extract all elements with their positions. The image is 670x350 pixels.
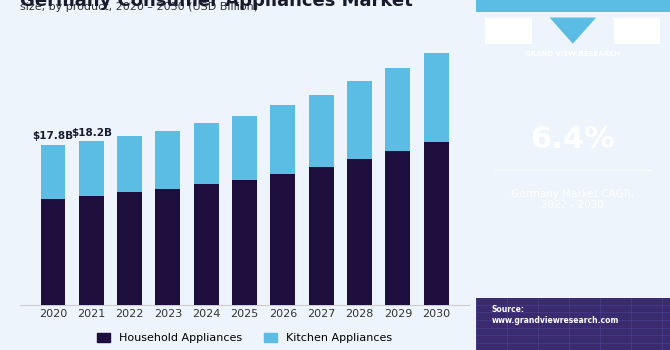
Bar (194, 123, 218, 184)
Bar (117, 136, 142, 193)
Bar (271, 174, 295, 304)
Bar (385, 68, 410, 151)
Text: $18.2B: $18.2B (71, 128, 112, 138)
Bar (271, 105, 295, 174)
FancyBboxPatch shape (614, 18, 660, 44)
Bar (309, 94, 334, 167)
Text: $17.8B: $17.8B (32, 131, 74, 141)
Bar (232, 180, 257, 304)
Bar (347, 81, 372, 159)
Bar (423, 142, 449, 304)
FancyBboxPatch shape (476, 0, 670, 12)
FancyBboxPatch shape (476, 298, 670, 350)
Bar (79, 196, 104, 304)
Bar (117, 193, 142, 304)
Text: Germany Market CAGR,
2022 - 2030: Germany Market CAGR, 2022 - 2030 (511, 189, 634, 210)
Bar (40, 145, 66, 199)
Polygon shape (549, 18, 596, 44)
Text: size, by product, 2020 – 2030 (USD Billion): size, by product, 2020 – 2030 (USD Billi… (20, 2, 258, 12)
FancyBboxPatch shape (485, 18, 532, 44)
Bar (232, 116, 257, 180)
Bar (423, 53, 449, 142)
Bar (79, 141, 104, 196)
Bar (347, 159, 372, 304)
Bar (155, 189, 180, 304)
Text: Germany Consumer Appliances Market: Germany Consumer Appliances Market (20, 0, 413, 10)
Bar (309, 167, 334, 304)
Bar (40, 199, 66, 304)
Legend: Household Appliances, Kitchen Appliances: Household Appliances, Kitchen Appliances (92, 329, 397, 348)
Text: Source:
www.grandviewresearch.com: Source: www.grandviewresearch.com (491, 305, 618, 325)
Bar (194, 184, 218, 304)
Bar (385, 151, 410, 304)
Text: GRAND VIEW RESEARCH: GRAND VIEW RESEARCH (525, 51, 620, 57)
Text: 6.4%: 6.4% (531, 126, 615, 154)
Bar (155, 131, 180, 189)
